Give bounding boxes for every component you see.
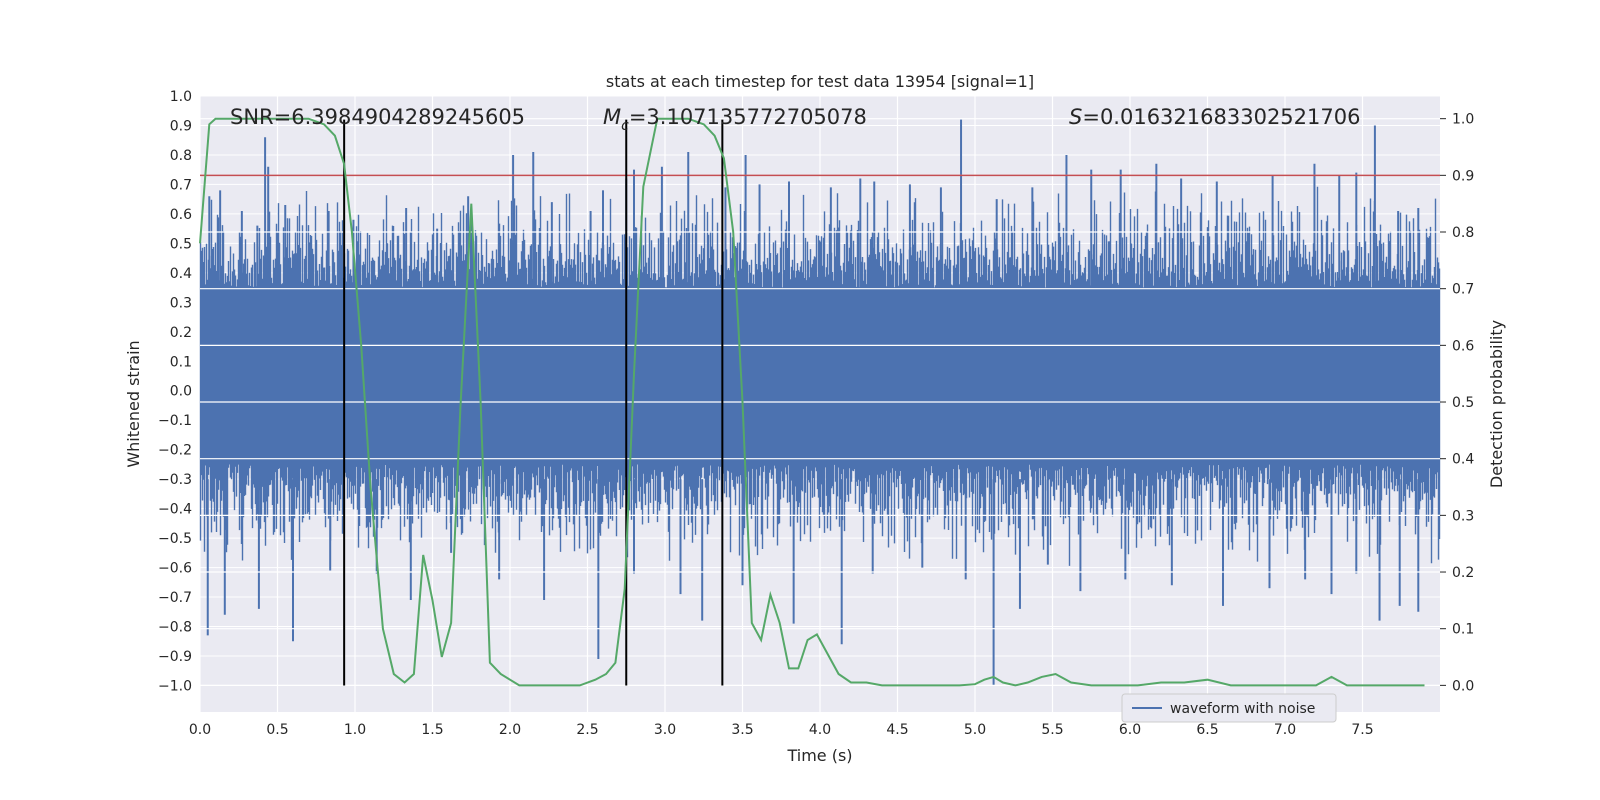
y-left-tick-label: −0.7 [158,590,192,606]
y-left-tick-label: −0.3 [158,472,192,488]
x-tick-label: 3.5 [731,722,753,738]
y-left-tick-label: 1.0 [170,89,192,105]
x-tick-label: 5.0 [964,722,986,738]
x-tick-label: 0.0 [189,722,211,738]
x-tick-label: 7.0 [1274,722,1296,738]
event-markers [343,119,724,686]
y-right-axis-ticks: 1.0 0.9 0.8 0.7 0.6 0.5 0.4 0.3 0.2 0.1 0.0 [1440,112,1474,694]
snr-annotation: SNR=6.3984904289245605 [230,105,525,129]
x-tick-label: 2.5 [576,722,598,738]
waveform-core [200,287,1440,465]
y-right-tick-label: 0.6 [1452,338,1474,354]
y-left-tick-label: 0.8 [170,148,192,164]
y-left-tick-label: −0.8 [158,620,192,636]
chirp-mass-subscript: c [621,118,629,134]
x-tick-label: 1.5 [421,722,443,738]
x-tick-label: 0.5 [266,722,288,738]
y-left-tick-label: −0.6 [158,561,192,577]
x-axis-label: Time (s) [786,746,852,765]
y-left-tick-label: 0.6 [170,207,192,223]
y-right-tick-label: 0.4 [1452,452,1474,468]
y-left-tick-label: 0.2 [170,325,192,341]
x-tick-label: 3.0 [654,722,676,738]
y-left-tick-label: −1.0 [158,678,192,694]
x-tick-label: 4.0 [809,722,831,738]
y-right-tick-label: 0.0 [1452,678,1474,694]
y-left-tick-label: −0.4 [158,502,192,518]
legend: waveform with noise [1121,693,1337,723]
y-left-tick-label: −0.1 [158,413,192,429]
y-left-tick-label: 0.9 [170,118,192,134]
y-left-tick-label: 0.5 [170,236,192,252]
detection-probability-line [199,117,1425,687]
x-tick-label: 1.0 [344,722,366,738]
y-left-tick-label: 0.0 [170,384,192,400]
legend-label-waveform: waveform with noise [1170,701,1315,717]
y-right-tick-label: 0.8 [1452,225,1474,241]
x-tick-label: 7.5 [1351,722,1373,738]
x-tick-label: 6.0 [1119,722,1141,738]
chirp-mass-symbol: M [603,105,621,129]
legend-box [1121,693,1337,723]
y-left-axis-label: Whitened strain [124,340,143,467]
y-left-tick-label: 0.1 [170,354,192,370]
waveform-series [199,118,1441,686]
y-left-tick-label: −0.9 [158,649,192,665]
y-left-tick-label: −0.2 [158,443,192,459]
x-axis-ticks: 0.0 0.5 1.0 1.5 2.0 2.5 3.0 3.5 4.0 4.5 5.0 5.5 6.0 6… [189,722,1374,738]
y-right-tick-label: 0.3 [1452,508,1474,524]
y-left-tick-label: 0.4 [170,266,192,282]
y-right-axis-label: Detection probability [1487,320,1506,488]
y-right-tick-label: 0.5 [1452,395,1474,411]
chirp-mass-annotation: Mc=3.107135772705078 [603,105,867,134]
y-left-tick-label: −0.5 [158,531,192,547]
y-right-tick-label: 1.0 [1452,112,1474,128]
s-value: =0.016321683302521706 [1082,105,1360,129]
y-right-tick-label: 0.2 [1452,565,1474,581]
y-left-axis-ticks: 1.0 0.9 0.8 0.7 0.6 0.5 0.4 0.3 0.2 0.1 0.0 −0.1 −0.… [158,89,192,694]
y-right-tick-label: 0.1 [1452,622,1474,638]
y-right-tick-label: 0.7 [1452,282,1474,298]
y-right-tick-label: 0.9 [1452,168,1474,184]
s-annotation: S=0.016321683302521706 [1069,105,1360,129]
s-symbol: S [1069,105,1082,129]
x-tick-label: 4.5 [886,722,908,738]
x-tick-label: 2.0 [499,722,521,738]
y-left-tick-label: 0.7 [170,177,192,193]
x-tick-label: 5.5 [1041,722,1063,738]
chirp-mass-value: =3.107135772705078 [629,105,867,129]
x-tick-label: 6.5 [1196,722,1218,738]
chart-title: stats at each timestep for test data 139… [606,72,1034,91]
y-left-tick-label: 0.3 [170,295,192,311]
